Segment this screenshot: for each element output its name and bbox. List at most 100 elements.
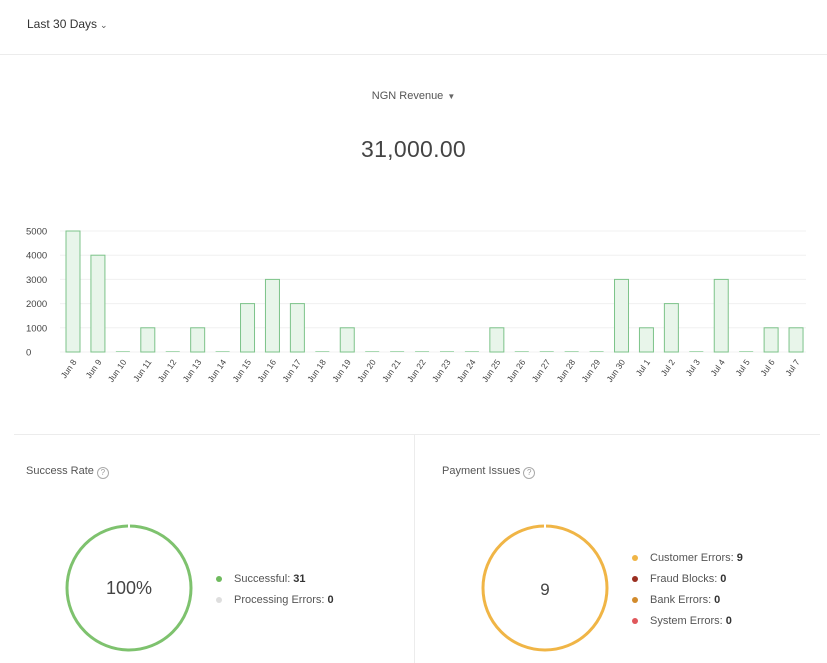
bar[interactable] [464, 351, 479, 352]
bar[interactable] [489, 327, 505, 353]
x-tick-label: Jun 15 [230, 357, 253, 384]
legend-value: 9 [736, 551, 743, 564]
bar[interactable] [115, 351, 130, 352]
x-tick-label: Jun 28 [554, 357, 577, 384]
bar[interactable] [788, 327, 804, 353]
bar[interactable] [663, 303, 679, 353]
bar[interactable] [689, 351, 704, 352]
caret-down-icon: ▼ [447, 92, 456, 101]
success-rate-ring [65, 524, 193, 652]
bar[interactable] [713, 278, 729, 353]
legend-label: Successful: [234, 572, 291, 585]
bar[interactable] [240, 303, 256, 353]
legend-value: 0 [720, 572, 727, 585]
legend-label: Bank Errors: [650, 593, 712, 606]
bar[interactable] [763, 327, 779, 353]
x-tick-label: Jun 8 [59, 357, 79, 380]
bar[interactable] [589, 351, 604, 352]
bar[interactable] [264, 278, 280, 353]
legend-dot-icon [216, 596, 222, 603]
x-tick-label: Jun 17 [280, 357, 303, 384]
legend-item: Bank Errors: 0 [632, 589, 743, 610]
bar[interactable] [190, 327, 206, 353]
section-divider [14, 434, 820, 435]
panel-divider [414, 434, 415, 663]
x-tick-label: Jun 27 [530, 357, 553, 384]
bar[interactable] [439, 351, 454, 352]
y-tick-label: 4000 [26, 251, 47, 262]
bar[interactable] [638, 327, 654, 353]
bar[interactable] [315, 351, 330, 352]
x-tick-label: Jun 13 [180, 357, 203, 384]
x-tick-label: Jul 5 [733, 357, 752, 378]
success-rate-legend: Successful: 31 Processing Errors: 0 [216, 568, 334, 610]
x-tick-label: Jul 7 [783, 357, 802, 378]
bar[interactable] [140, 327, 156, 353]
x-tick-label: Jun 22 [405, 357, 428, 384]
legend-item: Successful: 31 [216, 568, 334, 589]
legend-dot-icon [632, 596, 638, 603]
x-tick-label: Jun 14 [205, 357, 228, 384]
success-rate-value: 100% [105, 578, 153, 598]
x-tick-label: Jun 26 [505, 357, 528, 384]
y-tick-label: 2000 [26, 299, 47, 310]
legend-label: Fraud Blocks: [650, 572, 718, 585]
bar[interactable] [514, 351, 529, 352]
help-icon[interactable]: ? [96, 467, 109, 479]
x-tick-label: Jun 9 [83, 357, 103, 380]
legend-dot-icon [632, 617, 638, 624]
top-bar: Last 30 Days ⌄ [0, 0, 827, 55]
bar[interactable] [65, 230, 81, 353]
metric-dropdown[interactable]: NGN Revenue ▼ [0, 90, 827, 102]
legend-dot-icon [632, 554, 638, 561]
x-tick-label: Jun 16 [255, 357, 278, 384]
payment-issues-title-text: Payment Issues [442, 465, 521, 477]
x-tick-label: Jun 12 [156, 357, 179, 384]
legend-value: 31 [293, 572, 306, 585]
revenue-total: 31,000.00 [360, 136, 467, 162]
success-rate-title-text: Success Rate [26, 465, 94, 477]
y-tick-label: 5000 [26, 227, 47, 238]
bar[interactable] [90, 254, 106, 353]
x-tick-label: Jun 18 [305, 357, 328, 384]
bar[interactable] [289, 303, 305, 353]
legend-label: Customer Errors: [650, 551, 734, 564]
metric-label: NGN Revenue [371, 90, 444, 102]
x-tick-label: Jun 25 [480, 357, 503, 384]
y-tick-label: 0 [26, 348, 31, 359]
payment-issues-ring [481, 524, 609, 652]
x-tick-label: Jun 30 [604, 357, 627, 384]
bar[interactable] [165, 351, 180, 352]
legend-item: System Errors: 0 [632, 610, 743, 631]
legend-item: Processing Errors: 0 [216, 589, 334, 610]
legend-value: 0 [327, 593, 334, 606]
bar[interactable] [564, 351, 579, 352]
x-tick-label: Jun 19 [330, 357, 353, 384]
bar[interactable] [339, 327, 355, 353]
legend-value: 0 [714, 593, 721, 606]
bar[interactable] [614, 278, 630, 353]
x-tick-label: Jul 4 [708, 357, 727, 378]
bar[interactable] [390, 351, 405, 352]
x-tick-label: Jul 6 [758, 357, 777, 378]
help-icon[interactable]: ? [523, 467, 536, 479]
x-tick-label: Jun 23 [430, 357, 453, 384]
bar[interactable] [539, 351, 554, 352]
period-dropdown[interactable]: Last 30 Days ⌄ [27, 17, 108, 31]
payment-issues-title: Payment Issues? [442, 465, 536, 479]
legend-value: 0 [725, 614, 732, 627]
bar[interactable] [365, 351, 380, 352]
period-label: Last 30 Days [27, 17, 98, 31]
legend-label: Processing Errors: [234, 593, 325, 606]
chevron-down-icon: ⌄ [100, 20, 108, 30]
legend-label: System Errors: [650, 614, 723, 627]
x-tick-label: Jun 24 [455, 357, 478, 384]
x-tick-label: Jul 1 [634, 357, 653, 378]
bar[interactable] [415, 351, 430, 352]
x-tick-label: Jul 3 [683, 357, 702, 378]
bar[interactable] [215, 351, 230, 352]
legend-dot-icon [632, 575, 638, 582]
bar[interactable] [739, 351, 754, 352]
y-tick-label: 3000 [26, 275, 47, 286]
